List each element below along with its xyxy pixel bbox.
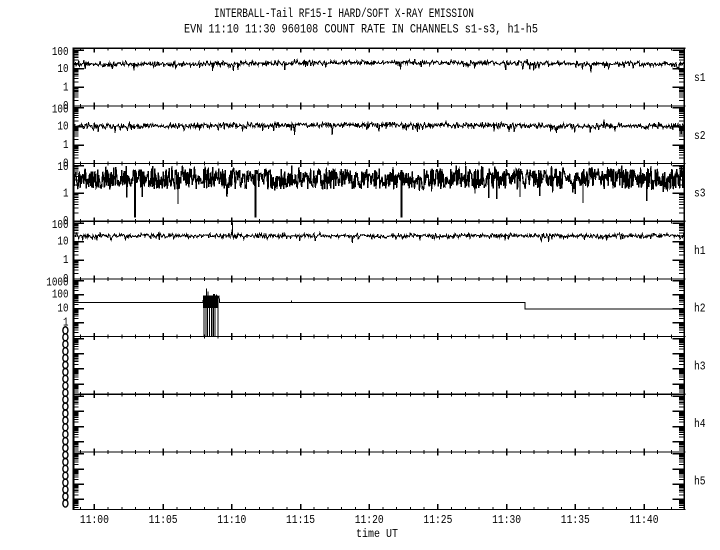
svg-text:1: 1 bbox=[63, 138, 69, 152]
svg-text:1: 1 bbox=[63, 253, 69, 267]
svg-text:11:20: 11:20 bbox=[355, 513, 384, 527]
svg-text:INTERBALL-Tail RF15-I HARD/SOF: INTERBALL-Tail RF15-I HARD/SOFT X-RAY EM… bbox=[214, 6, 474, 21]
svg-text:0: 0 bbox=[63, 99, 69, 113]
svg-text:10: 10 bbox=[57, 302, 68, 316]
svg-text:h2: h2 bbox=[694, 302, 706, 316]
svg-text:1000: 1000 bbox=[46, 275, 68, 289]
svg-text:11:15: 11:15 bbox=[286, 513, 315, 527]
svg-text:h1: h1 bbox=[694, 244, 706, 258]
svg-text:100: 100 bbox=[52, 45, 69, 59]
svg-text:s2: s2 bbox=[694, 129, 706, 143]
svg-text:11:10: 11:10 bbox=[217, 513, 246, 527]
svg-text:s3: s3 bbox=[694, 186, 706, 200]
svg-text:0: 0 bbox=[63, 157, 69, 171]
svg-text:100: 100 bbox=[52, 218, 69, 232]
svg-text:1: 1 bbox=[63, 80, 69, 94]
svg-text:11:00: 11:00 bbox=[80, 513, 109, 527]
svg-text:0: 0 bbox=[63, 272, 69, 286]
svg-text:11:05: 11:05 bbox=[149, 513, 178, 527]
svg-text:time UT: time UT bbox=[356, 527, 398, 541]
svg-text:10: 10 bbox=[57, 62, 68, 76]
svg-text:10: 10 bbox=[57, 235, 68, 249]
svg-text:11:40: 11:40 bbox=[630, 513, 659, 527]
svg-text:10: 10 bbox=[57, 119, 68, 133]
svg-text:0: 0 bbox=[63, 214, 69, 228]
svg-text:100: 100 bbox=[52, 288, 69, 302]
svg-text:1: 1 bbox=[63, 316, 69, 330]
svg-text:h3: h3 bbox=[694, 359, 706, 373]
svg-text:s1: s1 bbox=[694, 71, 706, 85]
svg-text:h4: h4 bbox=[694, 417, 706, 431]
svg-text:1: 1 bbox=[63, 186, 69, 200]
svg-text:100: 100 bbox=[52, 102, 69, 116]
svg-text:11:35: 11:35 bbox=[561, 513, 590, 527]
svg-text:EVN 11:10 11:30 960108 COUNT: EVN 11:10 11:30 960108 COUNT RATE IN CHA… bbox=[184, 22, 538, 37]
svg-text:11:25: 11:25 bbox=[423, 513, 452, 527]
svg-text:h5: h5 bbox=[694, 475, 706, 489]
svg-text:10: 10 bbox=[57, 160, 68, 174]
svg-text:11:30: 11:30 bbox=[492, 513, 521, 527]
